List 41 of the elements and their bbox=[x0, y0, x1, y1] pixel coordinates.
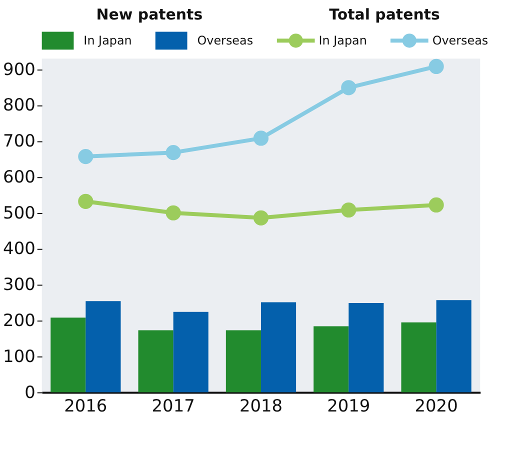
point bbox=[428, 197, 444, 213]
y-tick-label: 700 bbox=[3, 130, 36, 151]
bar bbox=[260, 302, 296, 392]
text: Total patents bbox=[329, 6, 440, 24]
legend-label: Overseas bbox=[432, 34, 488, 48]
point bbox=[341, 80, 356, 96]
y-tick-label: 800 bbox=[3, 94, 36, 115]
legend-label: In Japan bbox=[84, 34, 132, 48]
point bbox=[253, 210, 269, 226]
y-tick-label: 900 bbox=[3, 58, 36, 79]
y-tick-label: 100 bbox=[3, 346, 36, 366]
point bbox=[166, 205, 181, 220]
point bbox=[78, 149, 94, 164]
bar bbox=[226, 330, 261, 392]
y-tick-label: 300 bbox=[3, 274, 36, 294]
x-tick-label: 2017 bbox=[152, 396, 195, 416]
legend-label: Overseas bbox=[197, 34, 254, 48]
point bbox=[253, 130, 269, 146]
bar bbox=[138, 330, 174, 392]
bar bbox=[436, 300, 472, 392]
bar bbox=[348, 302, 384, 392]
point bbox=[78, 194, 94, 209]
bar bbox=[50, 318, 86, 392]
legend-label: In Japan bbox=[318, 34, 367, 48]
x-tick-label: 2020 bbox=[414, 396, 458, 416]
y-tick-label: 200 bbox=[3, 310, 36, 330]
point bbox=[428, 58, 444, 74]
x-tick-label: 2018 bbox=[239, 396, 283, 416]
y-tick-label: 0 bbox=[24, 382, 36, 402]
point bbox=[166, 145, 181, 160]
y-tick-label: 400 bbox=[3, 238, 36, 258]
text: New patents bbox=[96, 6, 203, 24]
bar bbox=[173, 312, 208, 392]
bar bbox=[401, 322, 436, 392]
y-tick-label: 600 bbox=[3, 166, 36, 186]
bar bbox=[86, 301, 121, 392]
y-tick-label: 500 bbox=[3, 202, 36, 222]
x-tick-label: 2019 bbox=[327, 396, 370, 416]
bar bbox=[314, 326, 349, 392]
point bbox=[341, 202, 356, 218]
x-tick-label: 2016 bbox=[64, 396, 108, 416]
